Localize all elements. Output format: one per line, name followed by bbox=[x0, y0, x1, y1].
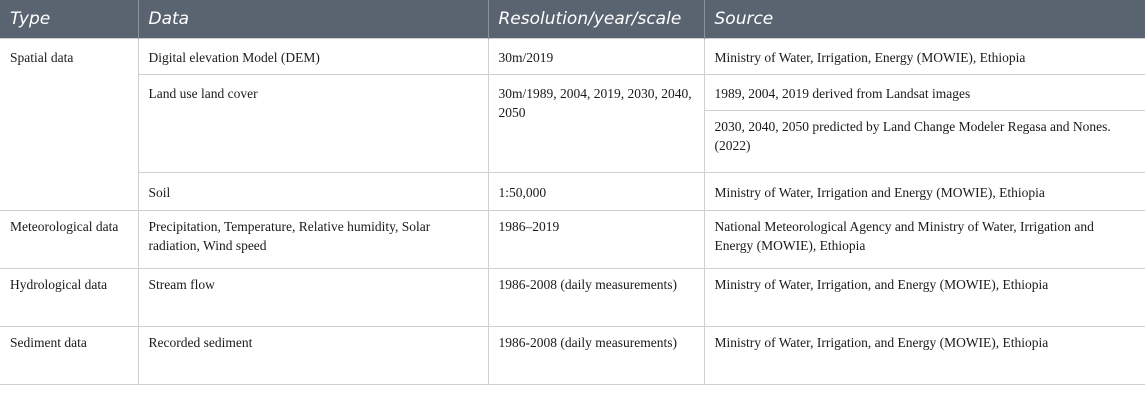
header-source: Source bbox=[704, 0, 1145, 39]
table-row: Soil 1:50,000 Ministry of Water, Irrigat… bbox=[0, 171, 1145, 211]
cell-source-sediment: Ministry of Water, Irrigation, and Energ… bbox=[703, 325, 1145, 385]
cell-source-hydrological: Ministry of Water, Irrigation, and Energ… bbox=[703, 267, 1145, 327]
cell-data-lulc: Land use land cover bbox=[138, 73, 489, 173]
table-row: 2030, 2040, 2050 predicted by Land Chang… bbox=[0, 109, 1145, 173]
cell-type-hydrological: Hydrological data bbox=[0, 267, 139, 327]
cell-data-sediment: Recorded sediment bbox=[137, 325, 489, 385]
header-data: Data bbox=[138, 0, 489, 39]
header-type: Type bbox=[0, 0, 139, 39]
cell-resolution-meteorological: 1986–2019 bbox=[487, 209, 705, 269]
cell-resolution-dem: 30m/2019 bbox=[487, 38, 705, 75]
table-row: Hydrological data Stream flow 1986-2008 … bbox=[0, 267, 1145, 327]
table-row: Land use land cover 30m/1989, 2004, 2019… bbox=[0, 73, 1145, 173]
cell-source-meteorological: National Meteorological Agency and Minis… bbox=[703, 209, 1145, 269]
cell-resolution-lulc: 30m/1989, 2004, 2019, 2030, 2040, 2050 bbox=[487, 73, 705, 173]
cell-source-lulc-a: 1989, 2004, 2019 derived from Landsat im… bbox=[703, 73, 1145, 111]
cell-data-meteorological: Precipitation, Temperature, Relative hum… bbox=[137, 209, 489, 269]
table-row: Meteorological data Precipitation, Tempe… bbox=[0, 209, 1145, 269]
cell-data-soil: Soil bbox=[138, 171, 489, 211]
cell-data-dem: Digital elevation Model (DEM) bbox=[137, 38, 489, 75]
cell-resolution-soil: 1:50,000 bbox=[487, 171, 705, 211]
cell-source-lulc-b: 2030, 2040, 2050 predicted by Land Chang… bbox=[704, 109, 1145, 173]
cell-source-dem: Ministry of Water, Irrigation, Energy (M… bbox=[703, 38, 1145, 75]
cell-type-spatial: Spatial data bbox=[0, 38, 139, 211]
table-row: Spatial data Digital elevation Model (DE… bbox=[0, 38, 1145, 211]
data-sources-table: Type Data Resolution/year/scale Source S… bbox=[0, 0, 1145, 385]
cell-source-soil: Ministry of Water, Irrigation and Energy… bbox=[703, 171, 1145, 211]
cell-data-hydrological: Stream flow bbox=[137, 267, 489, 327]
cell-resolution-hydrological: 1986-2008 (daily measurements) bbox=[487, 267, 705, 327]
cell-resolution-sediment: 1986-2008 (daily measurements) bbox=[487, 325, 705, 385]
header-row: Type Data Resolution/year/scale Source bbox=[0, 0, 1145, 39]
cell-type-sediment: Sediment data bbox=[0, 325, 139, 385]
header-resolution: Resolution/year/scale bbox=[488, 0, 705, 39]
cell-type-meteorological: Meteorological data bbox=[0, 209, 139, 269]
table-row: Sediment data Recorded sediment 1986-200… bbox=[0, 325, 1145, 385]
